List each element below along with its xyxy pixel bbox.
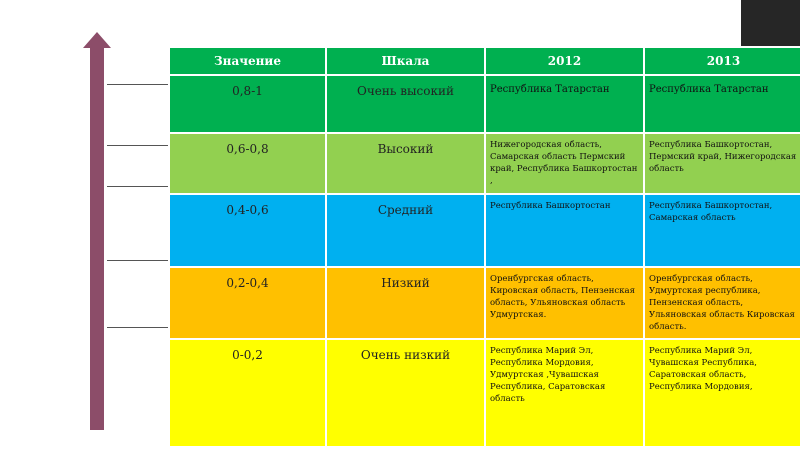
regions-2012-cell: Оренбургская область, Кировская область,… xyxy=(484,266,645,340)
scale-tick xyxy=(107,84,168,85)
regions-2013-cell: Республика Башкортостан, Пермский край, … xyxy=(643,132,800,195)
value-cell: 0,2-0,4 xyxy=(168,266,327,340)
scale-tick xyxy=(107,260,168,261)
arrow-shaft xyxy=(90,46,104,430)
regions-2013-cell: Республика Башкортостан, Самарская облас… xyxy=(643,193,800,268)
scale-cell: Средний xyxy=(325,193,486,268)
table-row: 0,2-0,4 Низкий Оренбургская область, Кир… xyxy=(168,266,800,340)
scale-cell: Низкий xyxy=(325,266,486,340)
regions-2013-cell: Оренбургская область, Удмуртская республ… xyxy=(643,266,800,340)
regions-2012-cell: Республика Марий Эл, Республика Мордовия… xyxy=(484,338,645,448)
arrow-up-icon xyxy=(83,32,111,48)
regions-2013-cell: Республика Татарстан xyxy=(643,74,800,134)
table-row: 0,4-0,6 Средний Республика Башкортостан … xyxy=(168,193,800,268)
header-2012: 2012 xyxy=(484,46,645,76)
table-row: 0,8-1 Очень высокий Республика Татарстан… xyxy=(168,74,800,134)
regions-2012-cell: Республика Башкортостан xyxy=(484,193,645,268)
scale-tick xyxy=(107,145,168,146)
value-cell: 0-0,2 xyxy=(168,338,327,448)
table-header: Значение Шкала 2012 2013 xyxy=(168,46,800,76)
regions-2012-cell: Нижегородская область, Самарская область… xyxy=(484,132,645,195)
header-scale: Шкала xyxy=(325,46,486,76)
scale-cell: Очень низкий xyxy=(325,338,486,448)
value-cell: 0,6-0,8 xyxy=(168,132,327,195)
table-row: 0,6-0,8 Высокий Нижегородская область, С… xyxy=(168,132,800,195)
rating-table: Значение Шкала 2012 2013 0,8-1 Очень выс… xyxy=(168,46,800,448)
scale-cell: Очень высокий xyxy=(325,74,486,134)
scale-tick xyxy=(107,327,168,328)
value-cell: 0,8-1 xyxy=(168,74,327,134)
regions-2013-cell: Республика Марий Эл, Чувашская Республик… xyxy=(643,338,800,448)
regions-2012-cell: Республика Татарстан xyxy=(484,74,645,134)
value-cell: 0,4-0,6 xyxy=(168,193,327,268)
header-2013: 2013 xyxy=(643,46,800,76)
corner-block xyxy=(741,0,800,46)
scale-tick xyxy=(107,186,168,187)
scale-cell: Высокий xyxy=(325,132,486,195)
header-value: Значение xyxy=(168,46,327,76)
table-row: 0-0,2 Очень низкий Республика Марий Эл, … xyxy=(168,338,800,448)
